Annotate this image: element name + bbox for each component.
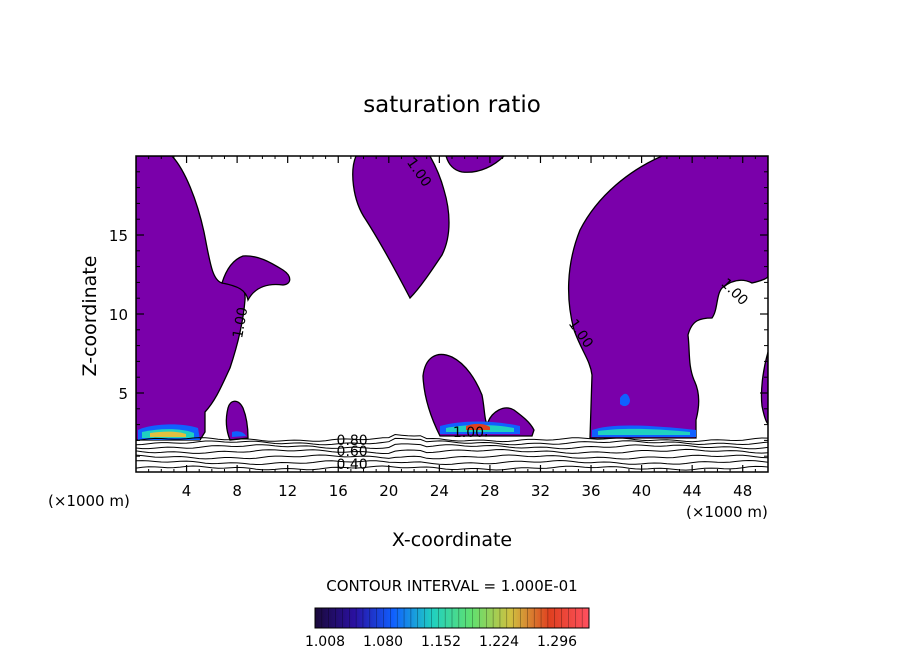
hotspot-9	[598, 428, 690, 435]
y-axis-label: Z-coordinate	[79, 256, 101, 377]
contour-line-6	[136, 433, 768, 443]
y-tick-label-1: 10	[109, 306, 128, 324]
x-tick-label-7: 32	[531, 482, 550, 500]
region-small-blob	[225, 400, 249, 441]
y-tick-label-0: 5	[118, 385, 128, 403]
y-tick-label-2: 15	[109, 227, 128, 245]
region-center-low	[422, 353, 489, 437]
colorbar-label-2: 1.152	[421, 634, 461, 650]
saturated-regions	[136, 156, 768, 441]
contour-line-1	[136, 459, 768, 466]
region-top-center	[352, 156, 450, 300]
x-axis-label: X-coordinate	[392, 529, 512, 551]
x-tick-label-6: 28	[480, 482, 499, 500]
colorbar-label-0: 1.008	[305, 634, 345, 650]
colorbar-label-1: 1.080	[363, 634, 403, 650]
hotspot-4	[232, 431, 246, 437]
hotspot-3	[150, 431, 186, 437]
contour-label-4: 1.00	[453, 425, 484, 441]
x-tick-label-5: 24	[430, 482, 449, 500]
colorbar: 1.008 1.080 1.152 1.224 1.296	[305, 607, 590, 650]
contour-label-5: 0.80	[337, 433, 368, 449]
x-tick-label-3: 16	[329, 482, 348, 500]
x-tick-label-8: 36	[581, 482, 600, 500]
x-unit-right: (×1000 m)	[686, 503, 768, 521]
x-tick-label-4: 20	[379, 482, 398, 500]
contour-label-1: 1.00	[230, 306, 251, 339]
contour-label-7: 0.40	[337, 457, 368, 473]
x-axis: 4 8 12 16 20 24 28 32 36 40 44 48	[148, 156, 756, 500]
contour-line-3	[136, 448, 768, 455]
contour-line-5	[136, 437, 768, 446]
region-right-column	[567, 156, 768, 439]
region-top-right-strip	[445, 156, 505, 173]
x-tick-label-11: 48	[733, 482, 752, 500]
x-tick-label-0: 4	[182, 482, 192, 500]
color-hotspots	[138, 393, 696, 440]
region-left-column	[136, 156, 246, 441]
contour-label-6: 0.60	[337, 444, 368, 460]
hotspot-7	[466, 423, 490, 430]
x-tick-label-10: 44	[683, 482, 702, 500]
region-left-arm	[221, 255, 291, 302]
contour-line-2	[136, 454, 768, 460]
plot-area: 1.001.00 1.001.001.000.800.600.40	[136, 156, 768, 473]
x-tick-label-2: 12	[278, 482, 297, 500]
hotspot-10	[620, 393, 630, 407]
x-unit-left: (×1000 m)	[48, 492, 130, 510]
chart-title: saturation ratio	[363, 92, 541, 118]
contour-line-4	[136, 443, 768, 450]
colorbar-labels: 1.008 1.080 1.152 1.224 1.296	[305, 634, 577, 650]
colorbar-stripes	[321, 608, 583, 628]
y-axis: 5 10 15	[109, 171, 768, 457]
contour-interval-text: CONTOUR INTERVAL = 1.000E-01	[326, 577, 577, 595]
region-right-edge	[760, 351, 768, 425]
x-tick-label-1: 8	[232, 482, 242, 500]
x-tick-label-9: 40	[632, 482, 651, 500]
colorbar-label-4: 1.296	[537, 634, 577, 650]
colorbar-label-3: 1.224	[479, 634, 519, 650]
